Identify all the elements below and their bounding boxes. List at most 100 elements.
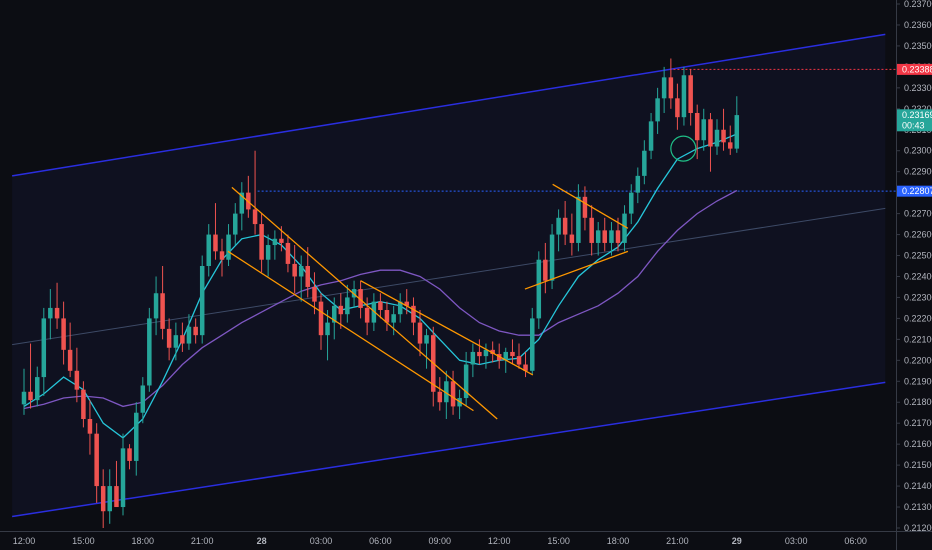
- candle[interactable]: [391, 305, 396, 336]
- candle[interactable]: [728, 125, 733, 155]
- candle[interactable]: [681, 66, 687, 126]
- candle[interactable]: [259, 213, 264, 273]
- candle[interactable]: [272, 230, 278, 260]
- time-axis[interactable]: 12:00 15:00 18:00 21:00 28 03:00 06:00 09:00 12:…: [0, 531, 932, 547]
- candle[interactable]: [186, 314, 192, 350]
- candle[interactable]: [648, 112, 654, 160]
- pattern-trendline[interactable]: [227, 250, 474, 412]
- candle[interactable]: [556, 209, 561, 252]
- candle[interactable]: [67, 322, 73, 378]
- candle[interactable]: [318, 293, 324, 350]
- pattern-trendline[interactable]: [231, 186, 498, 420]
- candle[interactable]: [153, 276, 159, 336]
- candle[interactable]: [61, 301, 66, 365]
- candle[interactable]: [140, 377, 146, 424]
- candle[interactable]: [477, 339, 482, 365]
- candle[interactable]: [668, 58, 674, 109]
- channel-upper-line[interactable]: [12, 33, 886, 177]
- candle[interactable]: [444, 370, 449, 420]
- candle[interactable]: [437, 377, 443, 411]
- candle[interactable]: [549, 224, 555, 290]
- candle[interactable]: [233, 203, 238, 246]
- candle[interactable]: [708, 112, 713, 172]
- candle[interactable]: [582, 186, 588, 231]
- channel-lower-line[interactable]: [12, 381, 886, 518]
- candle[interactable]: [688, 68, 693, 126]
- candle[interactable]: [120, 433, 126, 516]
- candle[interactable]: [21, 368, 27, 415]
- candle[interactable]: [87, 400, 93, 455]
- candle[interactable]: [424, 328, 429, 369]
- candle[interactable]: [364, 297, 370, 336]
- candle[interactable]: [292, 245, 297, 294]
- candle[interactable]: [661, 66, 667, 113]
- candle[interactable]: [206, 224, 211, 277]
- pattern-trendline[interactable]: [552, 183, 629, 229]
- candle[interactable]: [615, 217, 621, 252]
- candle[interactable]: [675, 83, 680, 130]
- candle[interactable]: [404, 289, 409, 315]
- pattern-trendline[interactable]: [360, 280, 534, 376]
- candle[interactable]: [252, 150, 258, 235]
- candle[interactable]: [536, 251, 542, 329]
- candle[interactable]: [450, 370, 456, 415]
- highlight-circle[interactable]: [670, 135, 697, 162]
- candle[interactable]: [265, 234, 271, 277]
- candle[interactable]: [523, 351, 528, 378]
- candle[interactable]: [219, 238, 225, 277]
- candle[interactable]: [325, 310, 330, 361]
- candle[interactable]: [285, 234, 291, 273]
- candle[interactable]: [397, 293, 403, 323]
- candle[interactable]: [378, 293, 383, 319]
- candle[interactable]: [510, 339, 515, 365]
- candle[interactable]: [213, 203, 218, 260]
- candle[interactable]: [166, 318, 172, 361]
- candle[interactable]: [576, 184, 581, 252]
- candle[interactable]: [589, 205, 594, 256]
- candle[interactable]: [107, 469, 112, 524]
- plot-area[interactable]: [12, 33, 896, 528]
- candle[interactable]: [384, 301, 390, 331]
- candle[interactable]: [35, 366, 40, 407]
- candle[interactable]: [694, 104, 700, 160]
- candle[interactable]: [332, 297, 337, 340]
- candle[interactable]: [635, 167, 641, 204]
- candle[interactable]: [28, 343, 33, 409]
- candle[interactable]: [180, 322, 185, 352]
- candle[interactable]: [81, 381, 86, 428]
- candle[interactable]: [199, 255, 205, 344]
- candle[interactable]: [173, 322, 179, 361]
- candle[interactable]: [193, 318, 198, 344]
- candle[interactable]: [516, 343, 522, 369]
- candle[interactable]: [530, 307, 535, 375]
- candle[interactable]: [595, 221, 601, 256]
- candle[interactable]: [569, 213, 575, 256]
- candle[interactable]: [74, 347, 80, 403]
- candle[interactable]: [642, 140, 647, 185]
- pattern-trendline[interactable]: [524, 250, 629, 290]
- candle[interactable]: [338, 293, 344, 329]
- candle[interactable]: [609, 221, 614, 256]
- candle[interactable]: [127, 444, 132, 470]
- candle[interactable]: [490, 341, 495, 363]
- candle[interactable]: [701, 108, 706, 151]
- candle[interactable]: [483, 343, 489, 369]
- candle[interactable]: [160, 266, 165, 340]
- candle[interactable]: [655, 87, 660, 134]
- candle[interactable]: [134, 402, 139, 476]
- candle[interactable]: [411, 297, 416, 336]
- candle[interactable]: [239, 182, 245, 231]
- candle[interactable]: [100, 469, 106, 528]
- candle[interactable]: [94, 423, 99, 503]
- candle[interactable]: [629, 184, 634, 225]
- candle[interactable]: [226, 224, 231, 266]
- candle[interactable]: [622, 205, 627, 252]
- candle[interactable]: [562, 201, 568, 246]
- candle[interactable]: [48, 289, 53, 340]
- candle[interactable]: [734, 96, 740, 153]
- candle[interactable]: [714, 119, 720, 155]
- candle[interactable]: [417, 310, 423, 357]
- candle[interactable]: [114, 460, 119, 508]
- candle[interactable]: [463, 351, 469, 407]
